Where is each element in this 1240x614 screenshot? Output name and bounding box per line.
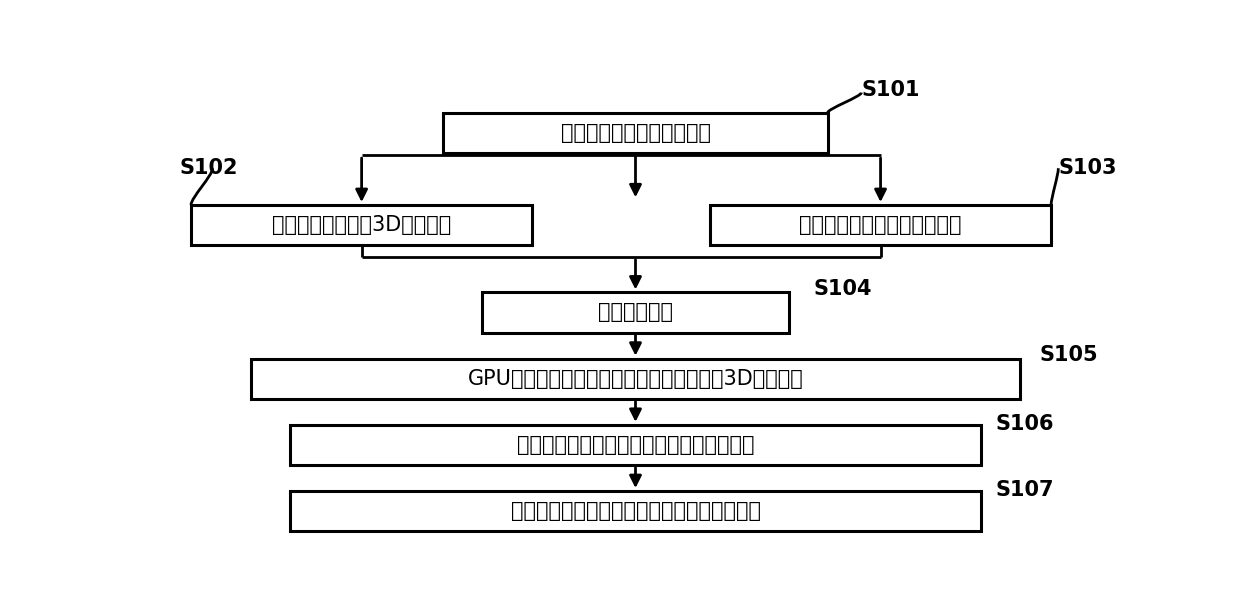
Text: S104: S104 [813, 279, 872, 299]
Text: 根据非刚性运动，变形三维模型以对齐点云: 根据非刚性运动，变形三维模型以对齐点云 [517, 435, 754, 455]
Text: 建立三维模型与点云匹配点对: 建立三维模型与点云匹配点对 [800, 215, 962, 235]
Text: 骨架识别算法进行3D骨架提取: 骨架识别算法进行3D骨架提取 [272, 215, 451, 235]
Text: 实时视频帧率深度点云获取: 实时视频帧率深度点云获取 [560, 123, 711, 143]
Text: S107: S107 [996, 480, 1054, 500]
FancyBboxPatch shape [444, 113, 828, 153]
Text: 泊松融合点云与模型，获得更新的当前帧模型: 泊松融合点云与模型，获得更新的当前帧模型 [511, 501, 760, 521]
Text: S101: S101 [862, 80, 920, 100]
Text: 建立能量函数: 建立能量函数 [598, 303, 673, 322]
FancyBboxPatch shape [191, 205, 532, 245]
Text: GPU求解，获取模型表面非刚性运动，优化3D骨架参数: GPU求解，获取模型表面非刚性运动，优化3D骨架参数 [467, 368, 804, 389]
FancyBboxPatch shape [290, 425, 982, 465]
Text: S105: S105 [1039, 345, 1097, 365]
FancyBboxPatch shape [711, 205, 1052, 245]
FancyBboxPatch shape [290, 491, 982, 531]
FancyBboxPatch shape [481, 292, 789, 333]
Text: S102: S102 [179, 158, 238, 178]
Text: S103: S103 [1058, 158, 1117, 178]
FancyBboxPatch shape [250, 359, 1019, 398]
Text: S106: S106 [996, 414, 1054, 433]
